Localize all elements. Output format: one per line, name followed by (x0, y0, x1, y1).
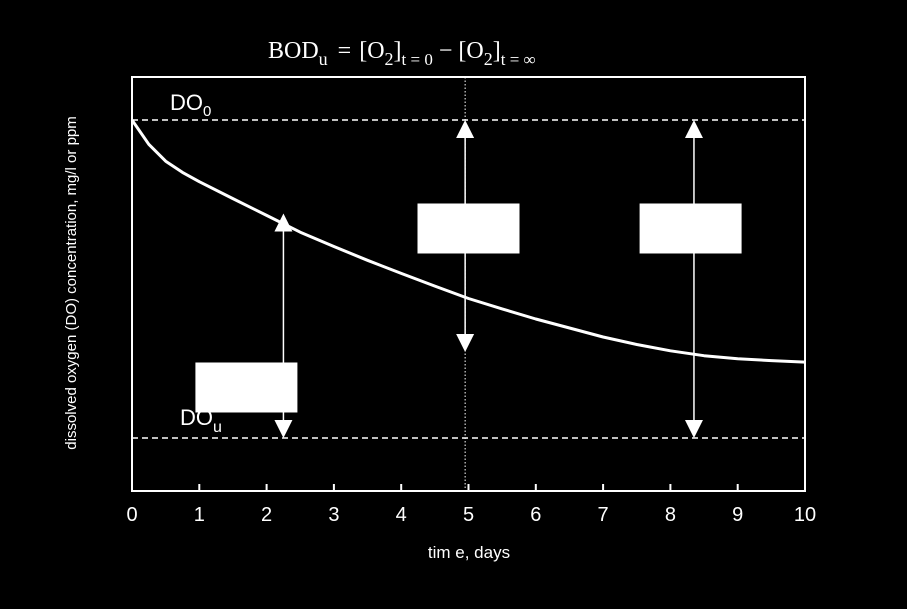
x-tick-label-5: 5 (463, 504, 474, 526)
label-box-1 (417, 203, 520, 254)
x-axis-label: tim e, days (428, 543, 510, 562)
arrow-head-top-2 (684, 120, 703, 138)
x-tick-label-4: 4 (396, 504, 407, 526)
x-tick-label-2: 2 (261, 504, 272, 526)
do0-label: DO0 (170, 90, 211, 120)
title-term1-main: [O (359, 38, 384, 64)
title-term1-close: ] (394, 38, 402, 64)
arrow-head-top-0 (274, 213, 293, 232)
title-equals: = (338, 38, 352, 64)
title-lhs-sub: u (319, 49, 328, 69)
title-term2-cond: t = ∞ (501, 50, 536, 69)
label-box-2 (639, 203, 742, 254)
y-axis-label: dissolved oxygen (DO) concentration, mg/… (63, 116, 80, 449)
x-tick-label-7: 7 (598, 504, 609, 526)
title-lhs-main: BOD (268, 38, 319, 64)
plot-frame (131, 76, 806, 492)
title-term1-sub: 2 (385, 49, 394, 69)
x-tick-label-8: 8 (665, 504, 676, 526)
arrow-head-bottom-2 (684, 420, 703, 438)
arrow-head-bottom-0 (274, 420, 293, 438)
title-term2-main: [O (458, 38, 483, 64)
title-term2-close: ] (493, 38, 501, 64)
title-minus: − (439, 38, 453, 64)
x-tick-label-1: 1 (194, 504, 205, 526)
arrow-head-bottom-1 (456, 333, 475, 352)
x-tick-label-0: 0 (126, 504, 137, 526)
title-term2-sub: 2 (484, 49, 493, 69)
do-curve (130, 119, 806, 364)
x-tick-label-6: 6 (530, 504, 541, 526)
arrow-head-top-1 (456, 120, 475, 138)
x-tick-label-10: 10 (794, 504, 816, 526)
x-tick-label-9: 9 (732, 504, 743, 526)
chart-marks: 0 1 2 3 4 5 6 7 8 9 10 (126, 77, 816, 526)
label-box-0 (195, 362, 298, 413)
chart-title: BODu = [O2]t = 0− [O2]t = ∞ (268, 38, 536, 69)
title-term1-cond: t = 0 (402, 50, 433, 69)
x-tick-label-3: 3 (328, 504, 339, 526)
